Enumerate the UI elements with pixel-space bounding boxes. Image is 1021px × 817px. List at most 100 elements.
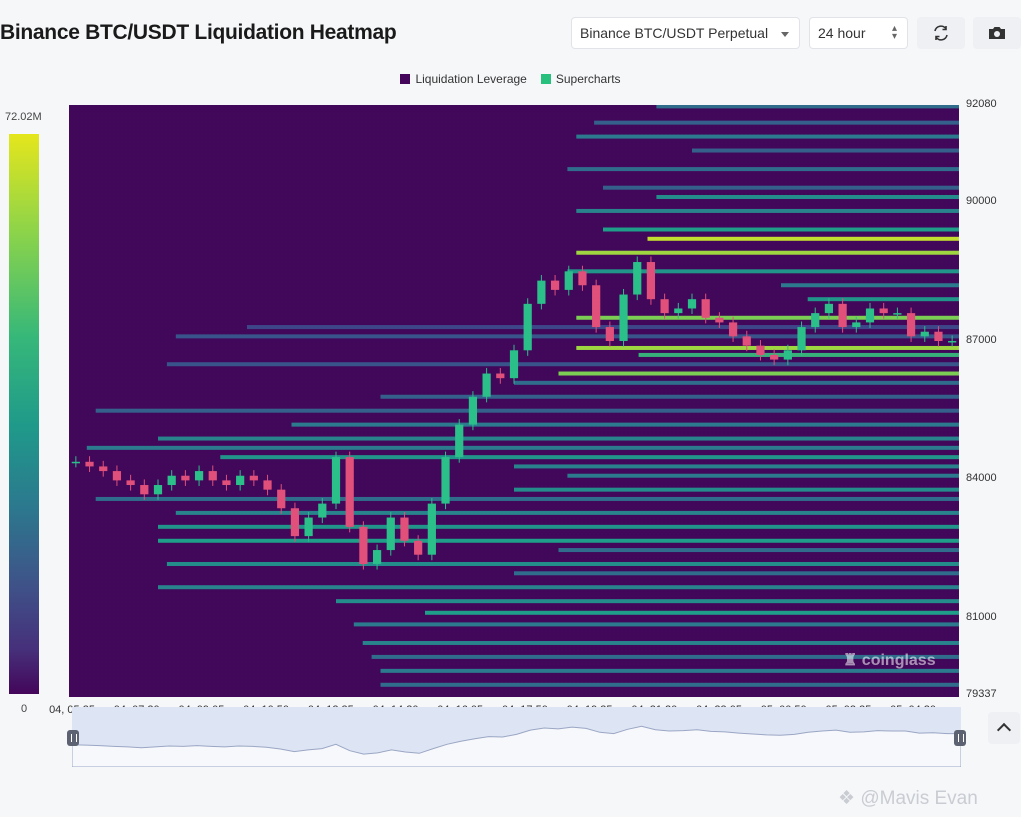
camera-icon [989, 27, 1005, 39]
candle-body [619, 294, 628, 342]
candle-body [331, 457, 341, 504]
liquidation-band [353, 622, 959, 627]
candle-body [578, 271, 587, 286]
liquidation-band [336, 599, 959, 604]
navigator-left-handle[interactable] [67, 730, 79, 746]
candle-body [687, 299, 697, 309]
candle-body [742, 336, 751, 346]
liquidation-band [371, 654, 959, 659]
y-tick-label: 81000 [966, 611, 997, 623]
color-scale-bar [9, 134, 39, 694]
liquidation-band [514, 487, 959, 492]
screenshot-button[interactable] [973, 17, 1021, 49]
candle-body [701, 299, 710, 318]
candle-body [838, 303, 847, 328]
liquidation-band [567, 269, 959, 274]
candle-body [633, 262, 642, 295]
candle-body [112, 471, 122, 481]
exchange-select[interactable]: Binance BTC/USDT Perpetual [571, 17, 800, 49]
liquidation-band [514, 380, 959, 385]
candle-body [318, 503, 327, 518]
candle-body [496, 373, 505, 379]
liquidation-band [647, 236, 959, 241]
candle-body [879, 308, 888, 314]
candle-body [605, 327, 614, 342]
color-scale-min: 0 [21, 703, 28, 715]
candle-body [674, 308, 683, 314]
liquidation-band [95, 408, 959, 413]
candle-body [797, 327, 806, 351]
candle-body [236, 475, 245, 486]
y-tick-label: 87000 [966, 334, 997, 346]
candle-body [386, 517, 395, 551]
candle-body [222, 480, 231, 486]
liquidation-band [692, 148, 959, 153]
candle-body [263, 480, 272, 490]
credit-text: ❖ @Mavis Evan [838, 787, 978, 810]
candle-body [646, 262, 656, 300]
legend-item-supercharts[interactable]: Supercharts [540, 72, 621, 86]
liquidation-band [576, 208, 959, 213]
y-tick-label: 79337 [966, 688, 997, 700]
liquidation-band [656, 194, 959, 199]
chevron-down-icon [781, 32, 789, 37]
liquidation-band [594, 120, 959, 125]
candle-body [865, 308, 875, 323]
candle-body [564, 271, 573, 290]
liquidation-band [514, 571, 959, 576]
price-candles [71, 256, 957, 570]
time-range-select[interactable]: 24 hour ▴ ▾ [809, 17, 908, 49]
candle-body [71, 461, 80, 464]
candle-body [441, 457, 450, 504]
liquidation-band [576, 315, 959, 320]
legend-label: Supercharts [555, 72, 621, 86]
navigator-right-handle[interactable] [954, 730, 966, 746]
candle-body [770, 354, 779, 360]
candle-body [948, 341, 957, 343]
legend-label: Liquidation Leverage [415, 72, 527, 86]
legend-swatch [400, 74, 411, 84]
liquidation-band [576, 250, 959, 255]
liquidation-band [576, 134, 959, 139]
legend-item-liquidation-leverage[interactable]: Liquidation Leverage [400, 72, 527, 86]
coinglass-logo-icon: ♜ [843, 652, 858, 669]
page-title: Binance BTC/USDT Liquidation Heatmap [0, 21, 397, 44]
candle-body [934, 331, 943, 342]
candle-body [592, 285, 601, 328]
candle-body [509, 350, 519, 379]
candle-body [550, 280, 560, 290]
liquidation-band [425, 610, 959, 615]
watermark-text: coinglass [861, 652, 936, 669]
liquidation-band [158, 585, 959, 590]
color-scale-max: 72.02M [5, 111, 42, 123]
candle-body [167, 475, 176, 486]
liquidation-band [603, 185, 959, 190]
y-tick-label: 90000 [966, 195, 997, 207]
candle-body [208, 471, 217, 481]
refresh-button[interactable] [917, 17, 965, 49]
candle-body [906, 313, 916, 337]
liquidation-band [781, 283, 959, 288]
exchange-select-value: Binance BTC/USDT Perpetual [580, 25, 769, 41]
heatmap-plot[interactable] [69, 105, 959, 697]
candle-body [194, 471, 204, 481]
liquidation-band [380, 668, 959, 673]
updown-arrows-icon: ▴ ▾ [891, 23, 897, 42]
scroll-up-button[interactable] [988, 712, 1020, 744]
candle-body [290, 508, 300, 537]
candle-body [277, 489, 286, 509]
liquidation-band [567, 473, 959, 478]
navigator-range[interactable] [71, 707, 962, 768]
credit-label: @Mavis Evan [860, 788, 978, 809]
liquidation-band [86, 445, 959, 450]
watermark: ♜ coinglass [843, 650, 936, 670]
liquidation-band [166, 561, 959, 566]
liquidation-band [656, 105, 959, 109]
liquidation-band [380, 682, 959, 687]
liquidation-band [603, 227, 959, 232]
candle-body [427, 503, 436, 555]
candle-body [181, 475, 190, 481]
candle-body [523, 303, 532, 351]
candle-body [153, 485, 163, 495]
candle-body [468, 396, 478, 425]
